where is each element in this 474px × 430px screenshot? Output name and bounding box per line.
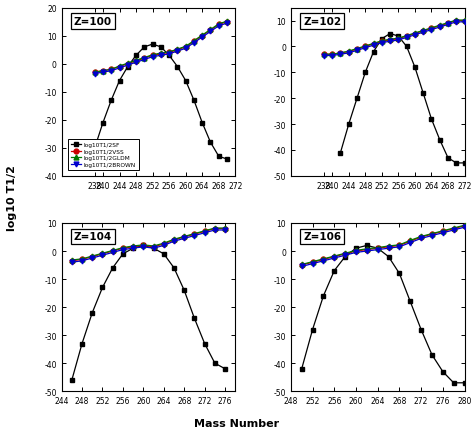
Text: Z=102: Z=102 xyxy=(303,17,341,27)
Text: Z=104: Z=104 xyxy=(74,232,112,242)
Legend: log10T1/2SF, log10T1/2VSS, log10T1/2GLDM, log10T1/2BROWN: log10T1/2SF, log10T1/2VSS, log10T1/2GLDM… xyxy=(68,140,139,170)
Text: Mass Number: Mass Number xyxy=(194,418,280,428)
Text: log10 T1/2: log10 T1/2 xyxy=(7,165,17,230)
Text: Z=106: Z=106 xyxy=(303,232,341,242)
Text: Z=100: Z=100 xyxy=(74,17,112,27)
